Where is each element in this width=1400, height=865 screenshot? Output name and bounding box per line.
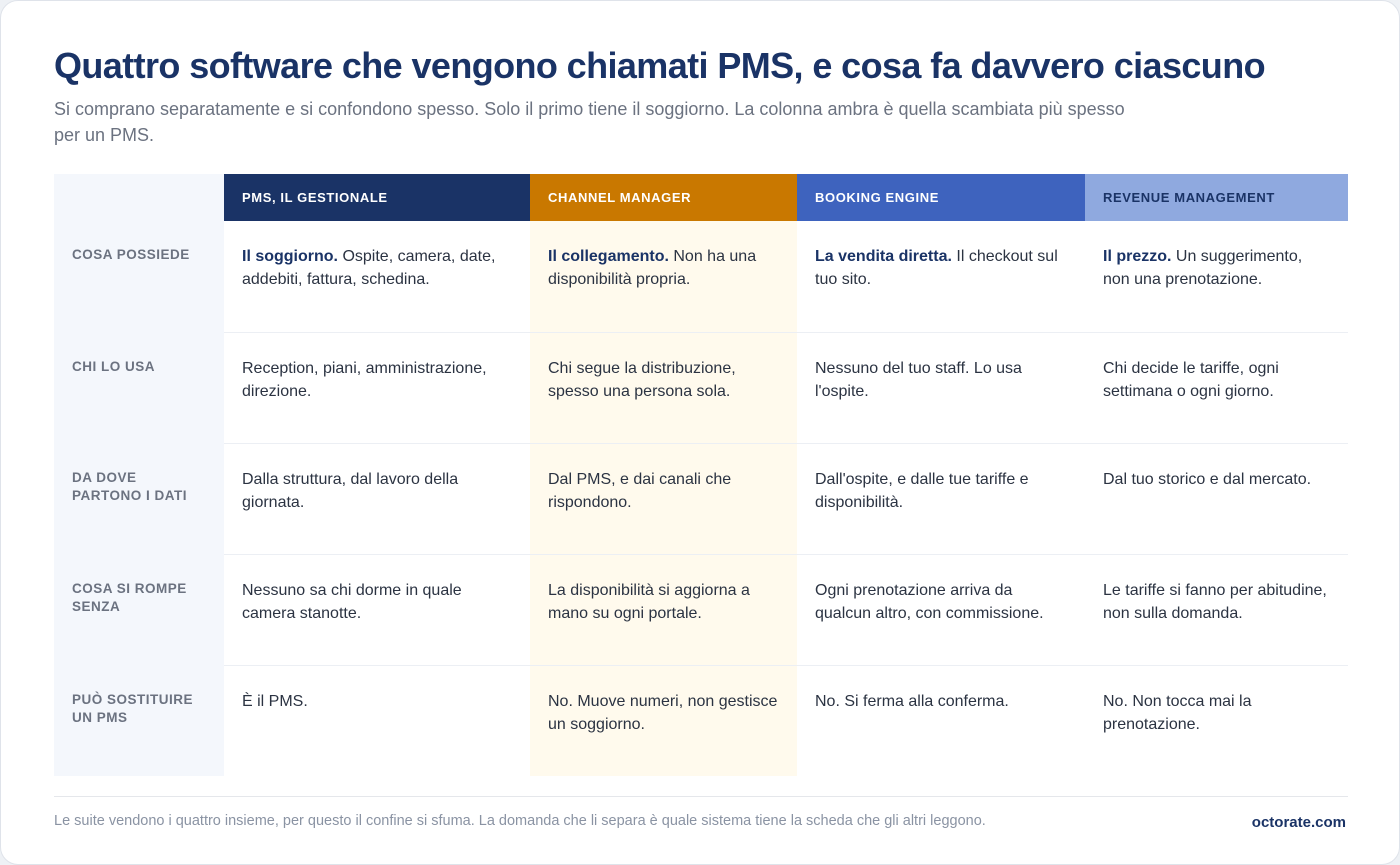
table-cell: Reception, piani, amministrazione, direz… — [224, 332, 530, 444]
table-cell: La vendita diretta. Il checkout sul tuo … — [797, 221, 1085, 333]
table-cell: Nessuno del tuo staff. Lo usa l'ospite. — [797, 332, 1085, 444]
table-cell: No. Si ferma alla conferma. — [815, 692, 1009, 710]
footnote: Le suite vendono i quattro insieme, per … — [54, 813, 986, 829]
table-cell: Dall'ospite, e dalle tue tariffe e dispo… — [797, 443, 1085, 555]
cell-emphasis: La vendita diretta. — [815, 248, 952, 265]
column-header-booking-engine: Booking engine — [797, 174, 1085, 221]
row-label: Da dove partono i dati — [54, 443, 224, 555]
table-cell: Il soggiorno. Ospite, camera, date, adde… — [224, 221, 530, 333]
table-row: Cosa possiede Il soggiorno. Ospite, came… — [54, 221, 1348, 333]
row-label: Cosa si rompe senza — [54, 554, 224, 666]
table-row: Da dove partono i dati Dalla struttura, … — [54, 443, 1348, 555]
comparison-table: PMS, il gestionale Channel manager Booki… — [54, 174, 1348, 776]
table-cell: Ogni prenotazione arriva da qualcun altr… — [797, 554, 1085, 666]
table-cell-highlighted: La disponibilità si aggiorna a mano su o… — [530, 554, 797, 666]
table-cell: Chi decide le tariffe, ogni settimana o … — [1085, 332, 1348, 444]
table-row: Chi lo usa Reception, piani, amministraz… — [54, 332, 1348, 444]
row-label: Chi lo usa — [54, 332, 224, 444]
table-cell-highlighted: Dal PMS, e dai canali che rispondono. — [530, 443, 797, 555]
table-cell-highlighted: No. Muove numeri, non gestisce un soggio… — [530, 665, 797, 776]
brand-link[interactable]: octorate.com — [1251, 814, 1346, 831]
table-row: Cosa si rompe senza Nessuno sa chi dorme… — [54, 554, 1348, 666]
cell-text: Un suggerimento, non una prenotazione. — [1103, 248, 1303, 288]
page-title: Quattro software che vengono chiamati PM… — [54, 45, 1266, 86]
table-cell-highlighted: Chi segue la distribuzione, spesso una p… — [530, 332, 797, 444]
column-header-revenue-management: Revenue management — [1085, 174, 1348, 221]
table-cell: Le tariffe si fanno per abitudine, non s… — [1085, 554, 1348, 666]
table-header-row: PMS, il gestionale Channel manager Booki… — [54, 174, 1348, 221]
cell-text: Non ha una disponibilità propria. — [548, 248, 757, 288]
cell-emphasis: Il prezzo. — [1103, 248, 1172, 265]
table-cell: Dal tuo storico e dal mercato. — [1085, 443, 1348, 555]
column-header-pms: PMS, il gestionale — [224, 174, 530, 221]
footer-divider — [54, 796, 1348, 797]
row-label: Può sostituire un PMS — [54, 665, 224, 776]
header-corner — [54, 174, 224, 221]
page-subtitle: Si comprano separatamente e si confondon… — [54, 99, 1125, 145]
table-cell: Nessuno sa chi dorme in quale camera sta… — [224, 554, 530, 666]
cell-emphasis: Il collegamento. — [548, 248, 669, 265]
table-cell: È il PMS. — [242, 692, 308, 710]
table-cell: Il prezzo. Un suggerimento, non una pren… — [1085, 221, 1348, 333]
cell-emphasis: Il soggiorno. — [242, 248, 338, 265]
table-cell-highlighted: Il collegamento. Non ha una disponibilit… — [530, 221, 797, 333]
column-header-channel-manager: Channel manager — [530, 174, 797, 221]
cell-text: Il checkout sul tuo sito. — [815, 248, 1058, 288]
row-label: Cosa possiede — [54, 221, 224, 333]
table-row: Può sostituire un PMS È il PMS. No. Muov… — [54, 665, 1348, 776]
table-cell: Dalla struttura, dal lavoro della giorna… — [224, 443, 530, 555]
cell-text: Ospite, camera, date, addebiti, fattura,… — [242, 248, 496, 288]
table-cell: No. Non tocca mai la prenotazione. — [1103, 692, 1252, 733]
